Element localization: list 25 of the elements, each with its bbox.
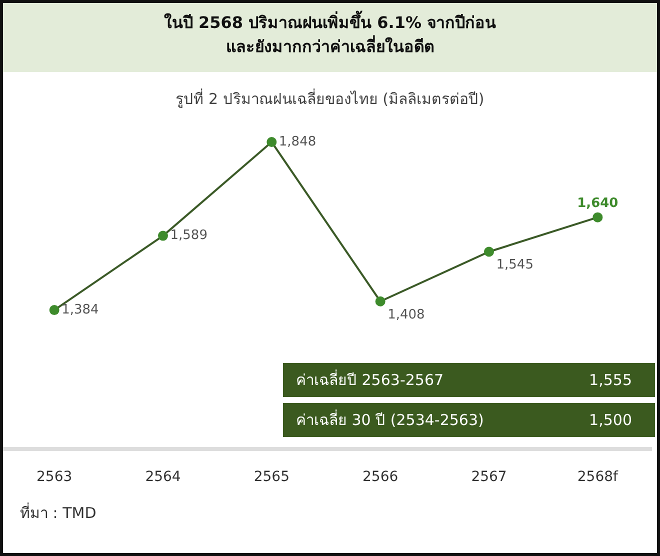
text: ค่าเฉลี่ย 30 ปี (2534-2563) — [296, 410, 484, 430]
x-tick-label: 2566 — [362, 468, 398, 485]
data-label: 1,408 — [388, 307, 425, 322]
point — [49, 305, 60, 316]
x-tick-label: 2564 — [145, 468, 181, 485]
chart-subtitle: รูปที่ 2 ปริมาณฝนเฉลี่ยของไทย (มิลลิเมตรต่อปี) — [174, 89, 486, 109]
data-label: 1,384 — [62, 302, 99, 318]
text: 1,555 — [589, 370, 632, 390]
text: ที่มา : TMD — [20, 503, 96, 523]
chart-title: ในปี 2568 ปริมาณฝนเพิ่มขึ้น 6.1% จากปีก่อน และยังมากกว่าค่าเฉลี่ยในอดีต — [162, 11, 498, 58]
data-label: 1,589 — [170, 228, 208, 244]
data-label: 1,848 — [278, 134, 316, 150]
point — [266, 137, 277, 148]
data-label: 1,640 — [577, 196, 618, 211]
text: ค่าเฉลี่ยปี 2563-2567 — [296, 370, 444, 390]
point — [158, 230, 168, 241]
x-tick-label: 2565 — [254, 468, 290, 485]
point — [484, 246, 494, 257]
x-tick-label: 2567 — [471, 468, 507, 485]
x-tick-label: 2563 — [36, 468, 72, 485]
x-tick-label: 2568f — [577, 468, 620, 485]
point — [375, 296, 386, 306]
data-label: 1,545 — [496, 258, 534, 273]
point — [592, 212, 603, 222]
text: 1,500 — [589, 410, 632, 430]
